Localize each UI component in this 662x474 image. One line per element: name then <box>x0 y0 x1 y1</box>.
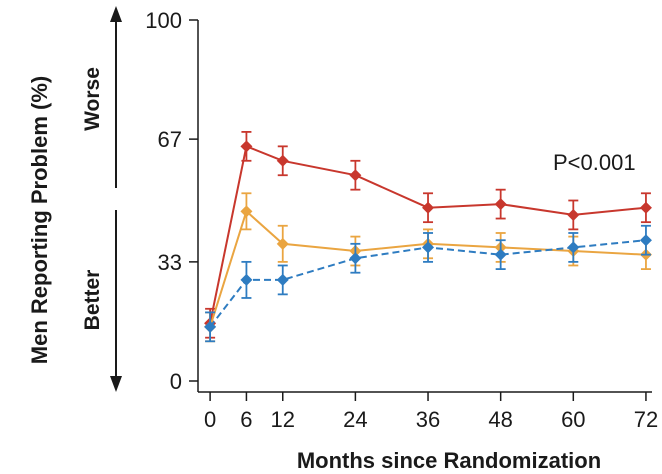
series-line <box>209 144 646 324</box>
labels-layer: Men Reporting Problem (%) Months since R… <box>27 6 636 473</box>
x-tick-label: 12 <box>271 407 295 432</box>
data-point <box>494 248 507 261</box>
series-1 <box>204 131 652 339</box>
y-axis-title: Men Reporting Problem (%) <box>27 76 52 364</box>
x-axis-title: Months since Randomization <box>297 448 601 473</box>
data-point <box>240 273 253 286</box>
data-point <box>639 234 652 247</box>
data-point <box>276 154 289 167</box>
x-tick-label: 60 <box>561 407 585 432</box>
y-tick-label: 0 <box>170 369 182 394</box>
data-point <box>422 241 435 254</box>
x-tick-label: 0 <box>204 407 216 432</box>
y-tick-label: 67 <box>158 127 182 152</box>
series-3 <box>204 224 652 343</box>
data-point <box>349 252 362 265</box>
x-tick-label: 72 <box>634 407 658 432</box>
data-point <box>240 140 253 153</box>
data-point <box>639 201 652 214</box>
data-point <box>204 320 217 333</box>
data-point <box>276 273 289 286</box>
data-point <box>494 198 507 211</box>
better-label: Better <box>81 270 104 331</box>
series-line <box>209 209 646 328</box>
x-tick-label: 24 <box>343 407 367 432</box>
series-line <box>209 239 646 328</box>
data-point <box>422 201 435 214</box>
y-tick-label: 33 <box>158 250 182 275</box>
worse-arrow-head <box>110 6 122 22</box>
data-point <box>567 208 580 221</box>
y-tick-label: 100 <box>145 8 182 33</box>
x-tick-label: 36 <box>416 407 440 432</box>
data-point <box>240 205 253 218</box>
worse-label: Worse <box>81 67 104 131</box>
data-point <box>567 241 580 254</box>
x-tick-label: 48 <box>488 407 512 432</box>
data-point <box>349 169 362 182</box>
series-layer <box>204 131 652 343</box>
p-value-annotation: P<0.001 <box>553 150 636 175</box>
x-tick-label: 6 <box>240 407 252 432</box>
better-arrow-head <box>110 376 122 392</box>
data-point <box>276 237 289 250</box>
